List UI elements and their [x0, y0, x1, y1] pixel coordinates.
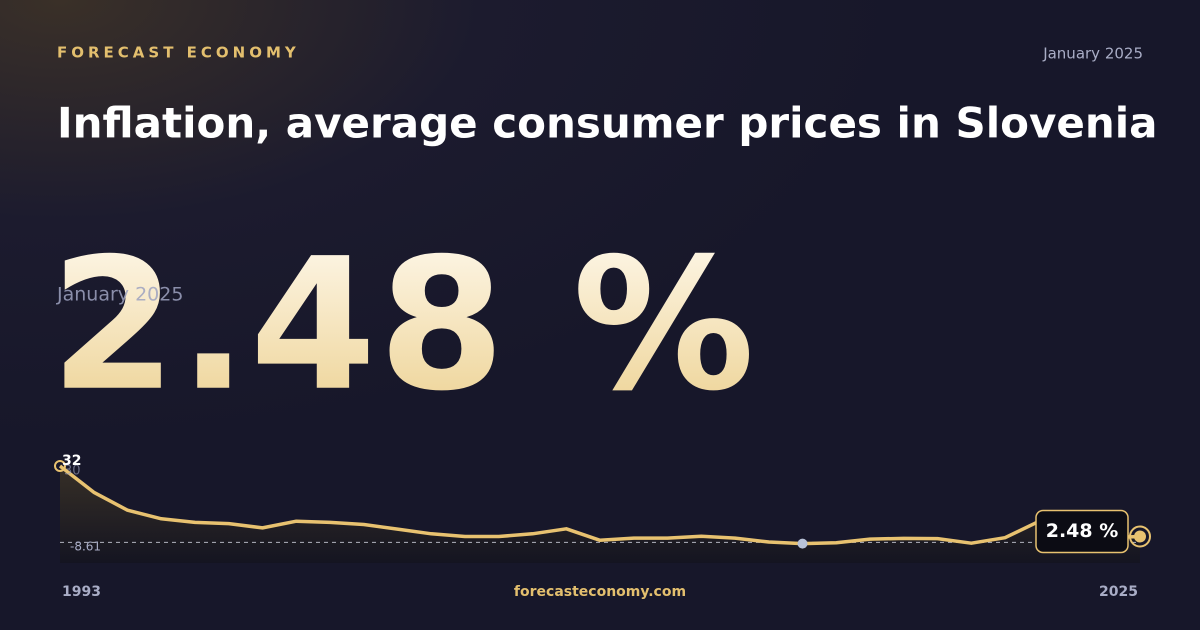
title: Inflation, average consumer prices in Sl…	[57, 99, 1157, 148]
headline-date: January 2025	[56, 284, 183, 306]
min-label: -8.61	[70, 540, 101, 554]
area	[60, 466, 1140, 563]
value-label: 2.48 %	[1046, 520, 1119, 542]
max-label: 32	[62, 453, 81, 469]
x-start-label: 1993	[62, 584, 101, 600]
x-end-label: 2025	[1099, 584, 1138, 600]
date: January 2025	[1042, 45, 1143, 63]
footer: forecasteconomy.com	[514, 584, 686, 600]
headline-value: 2.48 %	[50, 219, 757, 431]
y-tick-label: 30	[64, 463, 81, 478]
end-point	[1134, 530, 1146, 543]
start-point	[54, 460, 66, 472]
highlight-point	[797, 538, 808, 549]
end-halo	[1129, 525, 1151, 548]
brand: FORECAST ECONOMY	[57, 44, 300, 62]
value-label-box	[1035, 509, 1129, 554]
line	[58, 464, 1141, 546]
